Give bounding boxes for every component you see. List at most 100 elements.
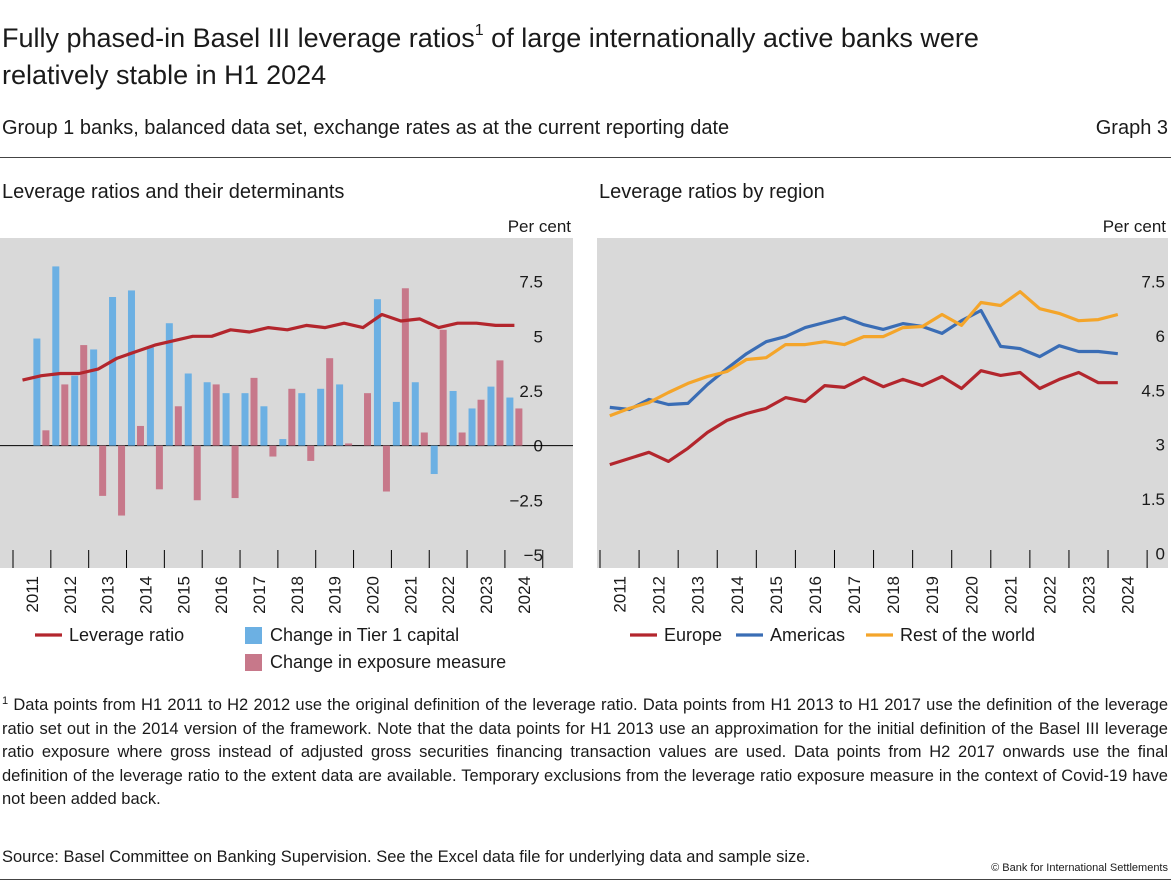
x-tick-label: 2016 (806, 576, 825, 614)
bar (193, 445, 201, 501)
legend-label: Europe (664, 625, 722, 645)
panel-title: Leverage ratios by region (599, 181, 825, 203)
x-tick-label: 2022 (1040, 576, 1059, 614)
x-tick-label: 2023 (477, 576, 496, 614)
x-tick-label: 2015 (767, 576, 786, 614)
bar (279, 439, 287, 446)
legend-label: Americas (770, 625, 845, 645)
x-tick-label: 2011 (23, 576, 42, 613)
y-tick-label: −2.5 (509, 491, 543, 510)
bar (345, 443, 353, 446)
rule (0, 879, 1171, 880)
title-text: of large internationally active banks we… (491, 23, 979, 53)
x-tick-label: 2016 (212, 576, 231, 614)
bar (203, 382, 211, 446)
x-tick-label: 2013 (689, 576, 708, 614)
bar (52, 266, 60, 446)
legend-marker (245, 654, 262, 671)
panel-title: Leverage ratios and their determinants (2, 181, 344, 203)
bar (506, 397, 514, 446)
bar (260, 406, 268, 446)
line (609, 308, 1118, 412)
bar (109, 297, 117, 446)
bar (212, 384, 220, 446)
footnote-marker: 1 (2, 695, 9, 707)
y-tick-label: −5 (524, 546, 543, 565)
bar (165, 323, 173, 446)
bar (515, 408, 523, 446)
x-tick-label: 2013 (99, 576, 118, 614)
title-text: relatively stable in H1 2024 (2, 60, 327, 90)
bar (477, 399, 485, 446)
copyright: © Bank for International Settlements (991, 862, 1168, 874)
title: Fully phased-in Basel III leverage ratio… (2, 20, 979, 94)
y-tick-label: 4.5 (1141, 381, 1165, 400)
bar (392, 401, 400, 446)
bar (496, 360, 504, 446)
x-tick-label: 2018 (884, 576, 903, 614)
bar (411, 382, 419, 446)
x-tick-label: 2019 (923, 576, 942, 614)
legend-label: Rest of the world (900, 625, 1035, 645)
bar (364, 393, 372, 446)
x-tick-label: 2021 (1001, 576, 1020, 614)
charts: Leverage ratios and their determinants Pe… (0, 181, 1168, 672)
bar (222, 393, 230, 446)
x-tick-label: 2014 (728, 576, 747, 614)
bar (118, 445, 126, 516)
plot-area (597, 238, 1168, 568)
y-tick-label: 7.5 (519, 273, 543, 292)
bar (439, 329, 447, 446)
line (609, 290, 1119, 418)
bar (250, 377, 258, 446)
title-text: Fully phased-in Basel III leverage ratio… (2, 23, 475, 53)
x-tick-label: 2024 (1119, 576, 1138, 614)
x-tick-label: 2019 (326, 576, 345, 614)
bar (127, 290, 135, 446)
y-tick-label: 1.5 (1141, 490, 1165, 509)
bar (90, 349, 98, 446)
bar (136, 425, 144, 446)
line (22, 312, 515, 382)
bar (458, 432, 466, 446)
bar (401, 288, 409, 446)
legend-marker (245, 627, 262, 644)
bar (487, 386, 495, 446)
bar (373, 299, 381, 446)
x-tick-label: 2015 (174, 576, 193, 614)
bar (184, 373, 192, 446)
bar (288, 388, 296, 446)
y-tick-label: 7.5 (1141, 273, 1165, 292)
bar (71, 375, 79, 446)
bar (61, 384, 69, 446)
x-tick-label: 2018 (288, 576, 307, 614)
line (609, 369, 1118, 467)
y-unit: Per cent (1103, 217, 1167, 236)
bar (449, 390, 457, 446)
x-tick-label: 2014 (136, 576, 155, 614)
bar (241, 393, 249, 446)
x-tick-label: 2024 (515, 576, 534, 614)
y-tick-label: 3 (1156, 436, 1165, 455)
x-tick-label: 2012 (650, 576, 669, 614)
bar (307, 445, 315, 461)
y-unit: Per cent (508, 217, 572, 236)
bar (146, 347, 154, 446)
x-tick-label: 2022 (439, 576, 458, 614)
bar (99, 445, 107, 496)
title-note: 1 (474, 22, 484, 39)
bar (42, 430, 50, 446)
legend-label: Change in exposure measure (270, 652, 506, 672)
x-tick-label: 2020 (962, 576, 981, 614)
x-tick-label: 2017 (845, 576, 864, 614)
bar (336, 384, 344, 446)
x-tick-label: 2021 (401, 576, 420, 614)
rule (0, 157, 1171, 158)
bar (174, 406, 182, 446)
subtitle: Group 1 banks, balanced data set, exchan… (2, 117, 730, 139)
x-tick-label: 2023 (1080, 576, 1099, 614)
x-tick-label: 2020 (363, 576, 382, 614)
bar (468, 408, 476, 446)
source: Source: Basel Committee on Banking Super… (2, 848, 811, 866)
